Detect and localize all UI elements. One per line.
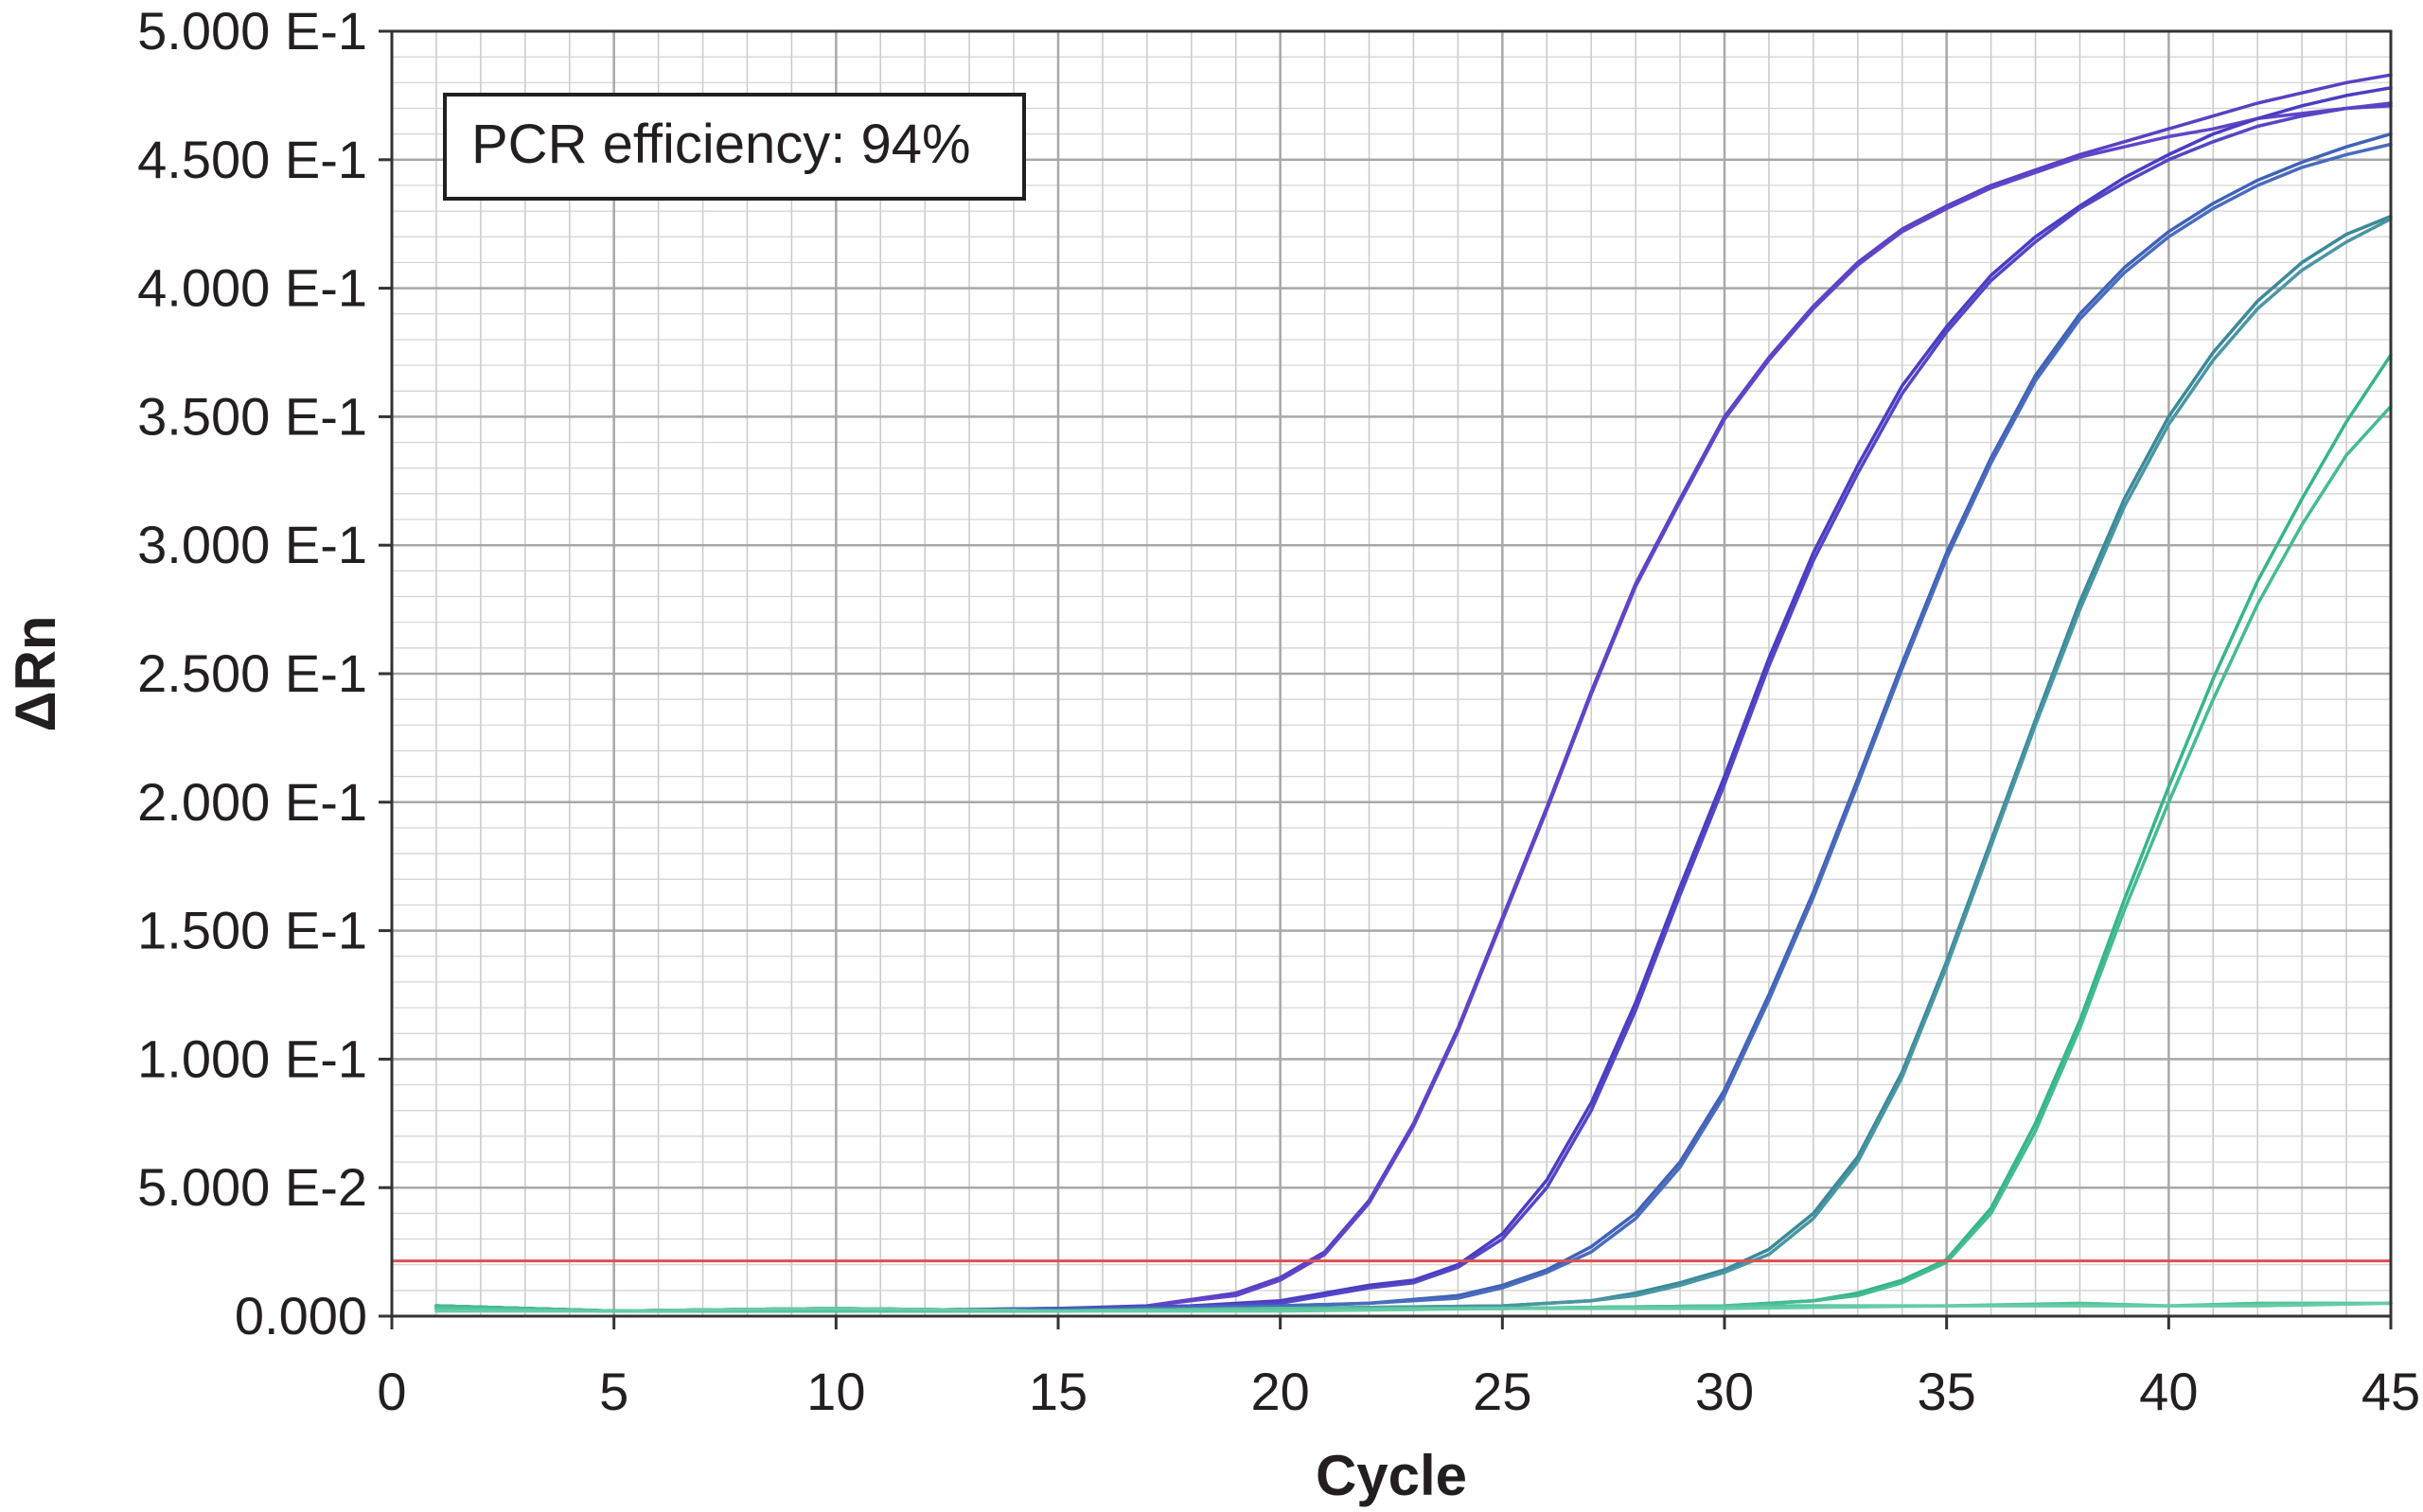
y-tick-label: 1.500 E-1 bbox=[137, 901, 367, 960]
series-line-dilution-2-rep-b bbox=[434, 104, 2393, 1313]
y-tick-label: 5.000 E-1 bbox=[137, 1, 367, 61]
series-line-dilution-2-rep-a bbox=[434, 86, 2393, 1313]
y-tick-label: 2.500 E-1 bbox=[137, 643, 367, 703]
y-tick-label: 3.000 E-1 bbox=[137, 515, 367, 574]
y-axis-ticks: 0.000 5.000 E-2 1.000 E-1 1.500 E-1 2.000 E-… bbox=[137, 1, 392, 1345]
x-tick-label: 10 bbox=[806, 1362, 865, 1421]
annotation-box: PCR efficiency: 94% bbox=[443, 93, 1026, 201]
y-tick-label: 0.000 bbox=[235, 1286, 367, 1345]
series-line-dilution-3-rep-b bbox=[434, 142, 2393, 1313]
y-tick-label: 4.500 E-1 bbox=[137, 130, 367, 189]
y-tick-label: 1.000 E-1 bbox=[137, 1029, 367, 1088]
y-tick-label: 5.000 E-2 bbox=[137, 1157, 367, 1217]
series-line-ntc-b bbox=[434, 1301, 2393, 1313]
x-tick-label: 40 bbox=[2139, 1362, 2198, 1421]
x-tick-label: 30 bbox=[1695, 1362, 1754, 1421]
x-tick-label: 20 bbox=[1251, 1362, 1310, 1421]
x-tick-label: 0 bbox=[377, 1362, 406, 1421]
x-axis-title: Cycle bbox=[1316, 1444, 1467, 1507]
x-axis-ticks: 0 5 10 15 20 25 30 35 40 45 bbox=[377, 1316, 2420, 1421]
annotation-text: PCR efficiency: 94% bbox=[471, 114, 971, 175]
y-tick-label: 2.000 E-1 bbox=[137, 772, 367, 832]
series-line-dilution-1-rep-b bbox=[434, 101, 2393, 1313]
x-tick-label: 45 bbox=[2361, 1362, 2420, 1421]
y-axis-title: ΔRn bbox=[4, 615, 67, 731]
x-tick-label: 35 bbox=[1918, 1362, 1976, 1421]
y-tick-label: 4.000 E-1 bbox=[137, 258, 367, 318]
y-tick-label: 3.500 E-1 bbox=[137, 386, 367, 446]
x-tick-label: 15 bbox=[1029, 1362, 1088, 1421]
x-tick-label: 25 bbox=[1473, 1362, 1531, 1421]
series-layer bbox=[434, 73, 2393, 1313]
x-tick-label: 5 bbox=[599, 1362, 628, 1421]
